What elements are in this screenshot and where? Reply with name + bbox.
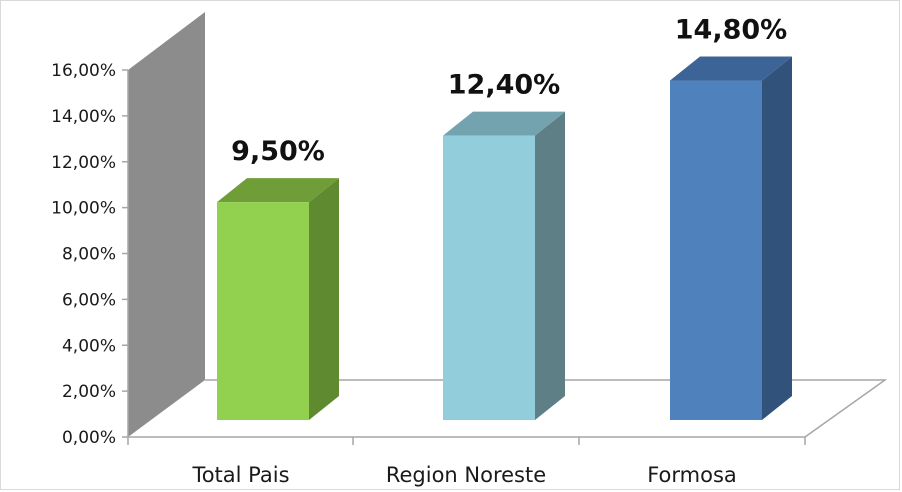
data-label: 9,50%	[231, 136, 325, 167]
bar-front-face	[443, 135, 535, 420]
x-axis-category-label: Region Noreste	[386, 463, 546, 487]
chart-floor-back-edge	[205, 379, 888, 438]
bar-side-face	[309, 178, 339, 420]
bar-series	[217, 56, 792, 421]
bar-side-face	[762, 56, 792, 421]
category-labels: Total Pais Region Noreste Formosa	[191, 463, 736, 487]
data-labels: 9,50% 12,40% 14,80%	[231, 15, 787, 168]
x-axis-category-label: Formosa	[647, 463, 737, 487]
bar	[217, 178, 339, 420]
bar-front-face	[217, 202, 309, 420]
bar-top-face	[217, 178, 339, 203]
y-axis-tick-label: 12,00%	[51, 153, 116, 173]
data-label: 14,80%	[675, 15, 787, 46]
chart-back-wall	[128, 12, 205, 437]
bar-top-face	[443, 111, 565, 136]
y-axis-tick-label: 8,00%	[62, 245, 116, 265]
data-label: 12,40%	[448, 70, 560, 101]
y-axis-tick-label: 6,00%	[62, 290, 116, 310]
y-axis-tick-label: 2,00%	[62, 382, 116, 402]
bar-top-face	[670, 56, 792, 81]
bar-side-face	[535, 111, 565, 420]
bar	[670, 56, 792, 421]
y-axis-tick-label: 16,00%	[51, 61, 116, 81]
bar-front-face	[670, 80, 762, 421]
bar	[443, 111, 565, 420]
y-axis-tick-label: 14,00%	[51, 107, 116, 127]
y-axis-tick-label: 4,00%	[62, 336, 116, 356]
x-axis-ticks	[127, 437, 806, 445]
y-axis-tick-label: 0,00%	[62, 428, 116, 448]
x-axis-category-label: Total Pais	[191, 463, 289, 487]
y-axis-labels: 0,00% 2,00% 4,00% 6,00% 8,00% 10,00% 12,00% 14,…	[51, 61, 116, 448]
y-axis-tick-label: 10,00%	[51, 199, 116, 219]
y-axis-ticks	[122, 69, 128, 438]
